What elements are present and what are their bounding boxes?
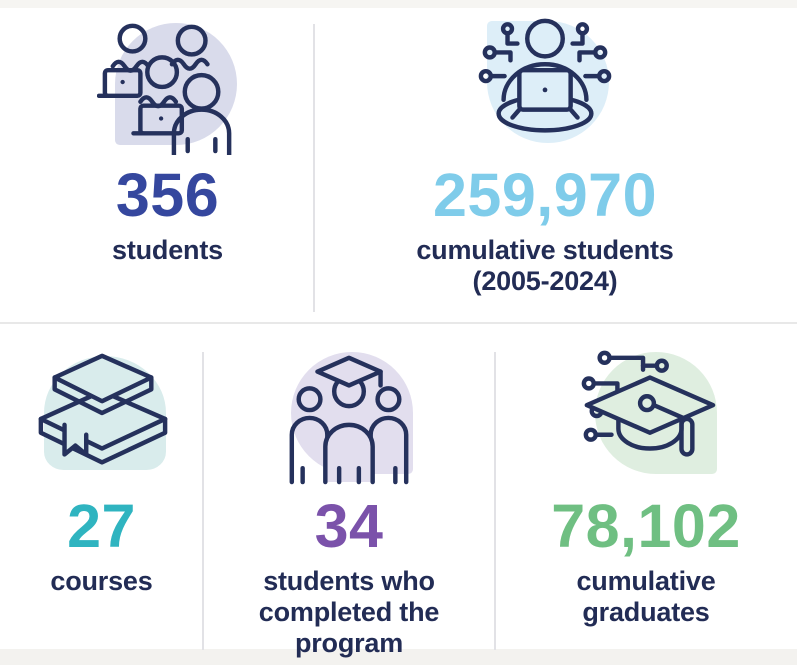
column-divider xyxy=(494,352,496,650)
stat-label: students xyxy=(112,235,223,265)
graduates-group-icon xyxy=(278,344,420,486)
stat-courses: 27 courses xyxy=(0,330,203,649)
top-margin-strip xyxy=(0,0,797,8)
stat-cumulative-students: 259,970 cumulative students (2005-2024) xyxy=(315,8,797,322)
graduates-group-icon-svg xyxy=(289,355,409,485)
stat-value: 34 xyxy=(314,492,384,560)
stat-label: students who completed the program xyxy=(258,566,440,658)
stat-cumulative-graduates: 78,102 cumulative graduates xyxy=(495,330,797,649)
bottom-margin-strip xyxy=(0,649,797,665)
grad-cap-network-icon-svg xyxy=(581,350,716,457)
online-student-icon xyxy=(474,13,616,155)
stat-program-completers: 34 students who completed the program xyxy=(203,330,495,658)
stat-label: courses xyxy=(50,566,153,596)
stat-label: cumulative graduates xyxy=(576,566,716,627)
online-student-icon-svg xyxy=(478,18,612,133)
top-row: 356 students xyxy=(0,8,797,322)
book-stack-icon-svg xyxy=(38,353,167,465)
stat-value: 259,970 xyxy=(433,161,657,229)
book-stack-icon xyxy=(31,344,173,486)
row-divider xyxy=(0,322,797,324)
column-divider xyxy=(202,352,204,650)
grad-cap-network-icon xyxy=(575,344,717,486)
bottom-row: 27 courses xyxy=(0,330,797,658)
stat-value: 27 xyxy=(67,492,136,560)
stat-students: 356 students xyxy=(0,8,315,322)
column-divider xyxy=(313,24,315,312)
students-group-icon xyxy=(96,13,239,155)
stat-label: cumulative students (2005-2024) xyxy=(416,235,674,296)
stat-value: 78,102 xyxy=(551,492,741,560)
students-group-icon-svg xyxy=(96,23,231,155)
stat-value: 356 xyxy=(115,161,220,229)
